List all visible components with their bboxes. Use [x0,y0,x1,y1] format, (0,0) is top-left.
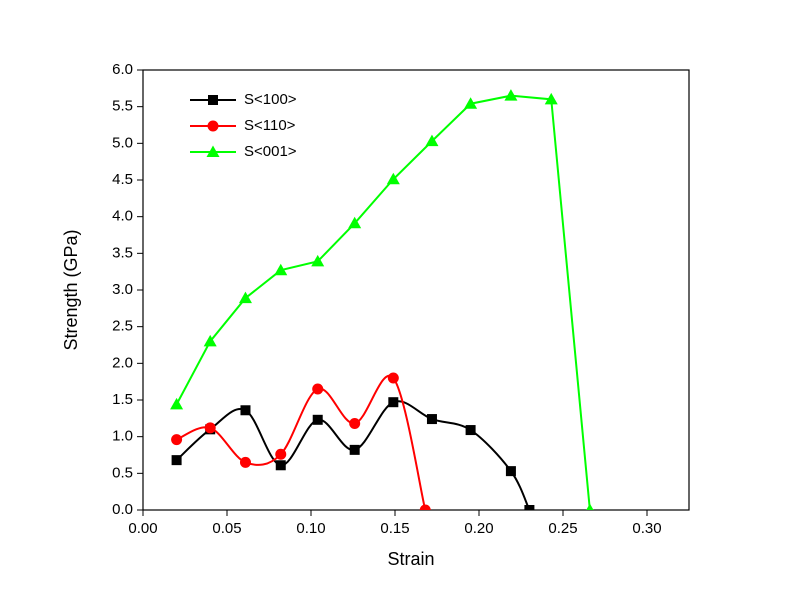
x-tick-label: 0.30 [632,520,661,537]
marker [464,97,478,109]
y-tick-label: 5.0 [112,134,133,151]
marker [171,434,183,446]
marker [425,134,439,147]
marker [419,504,431,510]
y-tick-label: 2.5 [112,318,133,335]
x-axis-title: Strain [387,549,434,569]
marker [349,417,361,429]
x-tick-label: 0.10 [296,520,325,537]
marker [348,216,362,229]
series-line [175,400,531,510]
marker [311,254,325,267]
marker [387,372,399,384]
marker [171,455,182,466]
marker [388,397,399,408]
marker [349,444,360,455]
marker [206,145,220,157]
marker [203,334,217,347]
marker [544,92,558,105]
plot-area [170,89,594,510]
marker [170,397,184,410]
legend-label: S<001> [244,143,297,160]
marker [524,505,535,510]
x-tick-label: 0.15 [380,520,409,537]
y-tick-label: 4.0 [112,208,133,225]
y-tick-label: 6.0 [112,61,133,78]
x-tick-label: 0.00 [128,520,157,537]
marker [426,414,437,425]
marker [204,422,216,434]
marker [586,503,594,510]
x-tick-label: 0.05 [212,520,241,537]
marker [207,120,219,132]
marker [504,89,518,101]
y-tick-label: 1.0 [112,428,133,445]
plot-frame [142,69,690,511]
y-tick-label: 0.0 [112,501,133,518]
marker [275,448,287,460]
marker [386,172,400,185]
y-tick-label: 3.5 [112,244,133,261]
y-tick-label: 2.0 [112,354,133,371]
marker [465,425,476,436]
y-axis-title: Strength (GPa) [61,229,81,350]
y-tick-label: 5.5 [112,98,133,115]
x-tick-label: 0.20 [464,520,493,537]
marker [505,466,516,477]
marker [274,263,288,276]
marker [240,405,251,416]
marker [275,460,286,471]
legend-label: S<100> [244,91,297,108]
y-tick-label: 3.0 [112,281,133,298]
y-tick-label: 4.5 [112,171,133,188]
marker [312,414,323,425]
legend-label: S<110> [244,117,296,134]
series-line [175,94,591,510]
marker [208,95,218,105]
y-tick-label: 1.5 [112,391,133,408]
y-tick-label: 0.5 [112,464,133,481]
x-tick-label: 0.25 [548,520,577,537]
marker [312,383,324,395]
marker [239,456,251,468]
marker [238,291,252,304]
